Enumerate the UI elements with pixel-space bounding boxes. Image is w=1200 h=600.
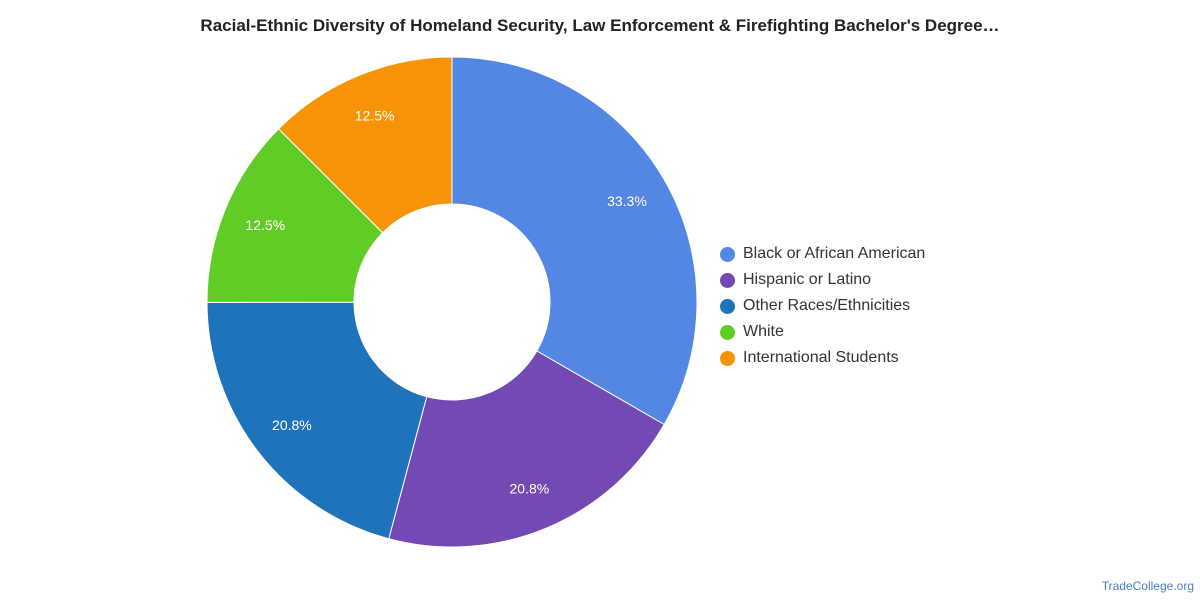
legend-swatch-icon (720, 350, 735, 366)
slice-value-label: 33.3% (607, 193, 647, 209)
legend-item[interactable]: White (720, 319, 925, 345)
pie-slice[interactable] (206, 301, 428, 540)
legend-item[interactable]: Black or African American (720, 241, 925, 267)
pie-slice[interactable] (206, 128, 384, 303)
legend-label: Black or African American (743, 245, 926, 262)
legend-item[interactable]: International Students (720, 345, 925, 371)
legend-swatch-icon (720, 324, 735, 340)
legend-label: Other Races/Ethnicities (743, 297, 911, 314)
pie-slice[interactable] (388, 350, 665, 548)
slice-value-label: 12.5% (245, 217, 285, 233)
slice-value-label: 20.8% (510, 481, 550, 497)
legend-label: Hispanic or Latino (743, 271, 872, 288)
slice-value-label: 12.5% (355, 107, 395, 123)
source-credit[interactable]: TradeCollege.org (1101, 579, 1194, 593)
legend-label: White (743, 323, 784, 340)
legend-swatch-icon (720, 272, 735, 288)
legend-swatch-icon (720, 298, 735, 314)
legend-item[interactable]: Other Races/Ethnicities (720, 293, 925, 319)
pie-slice[interactable] (451, 56, 698, 426)
pie-slice[interactable] (277, 56, 453, 234)
legend-swatch-icon (720, 246, 735, 262)
legend-label: International Students (743, 349, 899, 366)
chart-legend: Black or African American Hispanic or Lat… (720, 241, 925, 371)
legend-item[interactable]: Hispanic or Latino (720, 267, 925, 293)
slice-value-label: 20.8% (272, 417, 312, 433)
chart-title: Racial-Ethnic Diversity of Homeland Secu… (200, 16, 1000, 35)
